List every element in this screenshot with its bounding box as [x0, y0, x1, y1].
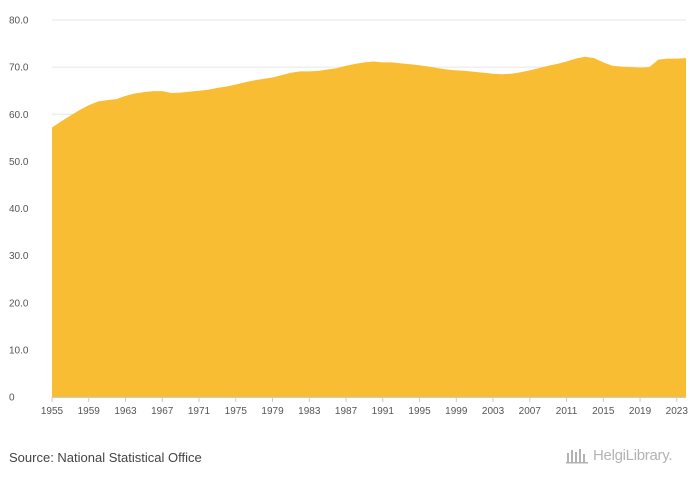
x-tick-label: 1963 — [114, 406, 137, 417]
x-tick-label: 2019 — [629, 406, 652, 417]
x-tick-label: 1979 — [261, 406, 284, 417]
y-tick-label: 50.0 — [9, 157, 29, 168]
x-tick-label: 1959 — [78, 406, 101, 417]
x-tick-label: 2011 — [556, 406, 578, 417]
x-tick-label: 1991 — [372, 406, 395, 417]
y-axis: 0 10.0 20.0 30.0 40.0 50.0 60.0 70.0 80.0 — [9, 16, 29, 404]
area-chart: 010.020.030.040.050.060.070.080.0 1955 19… — [9, 16, 688, 418]
x-tick-label: 2015 — [592, 406, 615, 417]
x-tick-label: 1955 — [41, 406, 64, 417]
x-tick-label: 2003 — [482, 406, 505, 417]
y-tick-label: 0 — [9, 393, 15, 404]
x-tick-label: 1995 — [408, 406, 431, 417]
y-tick-label: 80.0 — [9, 16, 29, 27]
x-tick-label: 2023 — [666, 406, 689, 417]
x-tick-label: 1975 — [225, 406, 248, 417]
area-series — [52, 56, 686, 397]
x-tick-label: 2007 — [519, 406, 542, 417]
y-tick-label: 70.0 — [9, 63, 29, 74]
x-tick-label: 1967 — [151, 406, 174, 417]
source-note: Source: National Statistical Office — [9, 450, 202, 465]
x-axis: 1955 1959 1963 1967 1971 1975 1979 1983 1987 1991… — [41, 397, 688, 417]
x-tick-label: 1987 — [335, 406, 358, 417]
x-tick-label: 1983 — [298, 406, 321, 417]
x-tick-label: 1971 — [188, 406, 211, 417]
x-tick-label: 1999 — [445, 406, 468, 417]
y-tick-label: 40.0 — [9, 204, 29, 215]
area-fill — [52, 56, 686, 397]
library-icon — [566, 449, 588, 464]
y-tick-label: 30.0 — [9, 251, 29, 262]
y-tick-label: 60.0 — [9, 110, 29, 121]
brand-name: HelgiLibrary. — [593, 446, 673, 464]
y-tick-label: 10.0 — [9, 345, 29, 356]
brand-logo: HelgiLibrary. — [566, 446, 672, 464]
y-tick-label: 20.0 — [9, 298, 29, 309]
